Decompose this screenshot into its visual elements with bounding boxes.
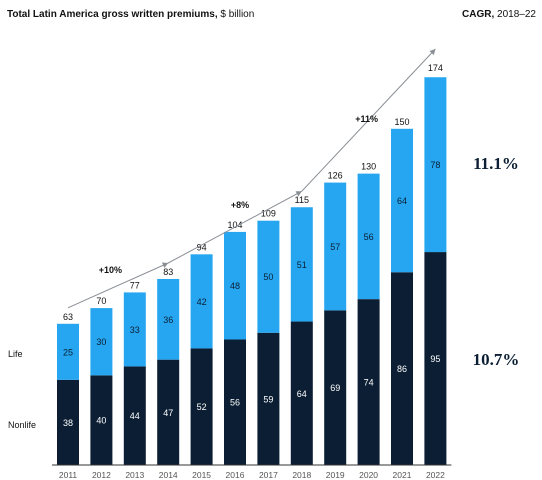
data-label-life-2018: 51 <box>297 260 307 270</box>
bar-life-2015 <box>190 254 213 349</box>
bar-nonlife-2020 <box>357 299 380 465</box>
bar-nonlife-2022 <box>424 252 447 465</box>
total-label-2016: 104 <box>227 220 242 230</box>
data-label-life-2013: 33 <box>130 325 140 335</box>
x-tick-label-2017: 2017 <box>259 470 278 480</box>
bar-life-2014 <box>157 278 180 360</box>
x-tick-label-2016: 2016 <box>226 470 245 480</box>
data-label-life-2011: 25 <box>63 347 73 357</box>
data-label-life-2020: 56 <box>364 232 374 242</box>
total-label-2012: 70 <box>96 296 106 306</box>
data-label-nonlife-2022: 95 <box>430 354 440 364</box>
data-label-nonlife-2015: 52 <box>197 402 207 412</box>
cagr-header-bold: CAGR, <box>462 9 495 20</box>
chart-title-bold: Total Latin America gross written premiu… <box>7 9 218 20</box>
bar-nonlife-2019 <box>324 310 347 465</box>
x-tick-label-2022: 2022 <box>426 470 445 480</box>
bar-nonlife-2017 <box>257 332 280 465</box>
cagr-value-nonlife: 10.7% <box>473 350 520 369</box>
bar-nonlife-2021 <box>391 272 413 465</box>
growth-trend-line <box>67 48 436 309</box>
data-label-nonlife-2016: 56 <box>230 398 240 408</box>
data-label-nonlife-2021: 86 <box>397 364 407 374</box>
growth-arrowhead-1 <box>161 262 169 268</box>
x-tick-label-2021: 2021 <box>393 470 412 480</box>
growth-label-1: +10% <box>99 265 122 275</box>
bar-life-2017 <box>257 220 280 333</box>
data-label-life-2019: 57 <box>330 242 340 252</box>
data-label-life-2021: 64 <box>397 196 407 206</box>
total-label-2011: 63 <box>63 312 73 322</box>
x-tick-label-2018: 2018 <box>292 470 311 480</box>
growth-arrowhead-2 <box>295 191 302 197</box>
x-tick-label-2011: 2011 <box>59 470 78 480</box>
cagr-header: CAGR, 2018–22 <box>462 9 536 20</box>
data-label-life-2017: 50 <box>263 272 273 282</box>
bar-nonlife-2014 <box>157 359 180 465</box>
data-label-life-2012: 30 <box>96 337 106 347</box>
bar-life-2022 <box>424 77 447 253</box>
total-label-2022: 174 <box>428 63 443 73</box>
bar-life-2021 <box>391 128 413 273</box>
data-label-nonlife-2014: 47 <box>163 408 173 418</box>
bar-nonlife-2018 <box>290 321 313 465</box>
series-label-nonlife: Nonlife <box>8 420 36 430</box>
data-label-nonlife-2011: 38 <box>63 418 73 428</box>
growth-label-2: +8% <box>231 200 249 210</box>
total-label-2019: 126 <box>328 171 343 181</box>
total-label-2014: 83 <box>163 267 173 277</box>
chart-title-unit: $ billion <box>217 9 255 20</box>
x-tick-label-2015: 2015 <box>192 470 211 480</box>
series-label-life: Life <box>8 349 23 359</box>
x-tick-label-2019: 2019 <box>326 470 345 480</box>
data-label-life-2014: 36 <box>163 315 173 325</box>
data-label-life-2015: 42 <box>197 297 207 307</box>
bar-life-2011 <box>57 323 79 380</box>
data-label-life-2016: 48 <box>230 281 240 291</box>
data-label-life-2022: 78 <box>430 160 440 170</box>
bar-life-2012 <box>90 308 113 376</box>
cagr-header-period: 2018–22 <box>494 9 536 20</box>
total-label-2017: 109 <box>261 209 276 219</box>
x-tick-label-2013: 2013 <box>125 470 144 480</box>
bar-nonlife-2012 <box>90 375 113 465</box>
total-label-2020: 130 <box>361 162 376 172</box>
x-tick-label-2014: 2014 <box>159 470 178 480</box>
total-label-2013: 77 <box>130 280 140 290</box>
data-label-nonlife-2019: 69 <box>330 383 340 393</box>
data-label-nonlife-2018: 64 <box>297 389 307 399</box>
data-label-nonlife-2013: 44 <box>130 411 140 421</box>
bar-nonlife-2015 <box>190 348 213 465</box>
cagr-value-life: 11.1% <box>473 154 519 173</box>
bar-life-2020 <box>357 173 380 300</box>
x-tick-label-2012: 2012 <box>92 470 111 480</box>
total-label-2021: 150 <box>394 117 409 127</box>
chart-title: Total Latin America gross written premiu… <box>7 9 254 20</box>
growth-label-3: +11% <box>355 114 378 124</box>
bar-life-2019 <box>324 182 347 311</box>
bar-life-2018 <box>290 207 313 322</box>
bar-nonlife-2011 <box>57 379 79 465</box>
bar-life-2013 <box>123 292 146 367</box>
x-tick-label-2020: 2020 <box>359 470 378 480</box>
bar-nonlife-2013 <box>123 366 146 465</box>
total-label-2015: 94 <box>197 242 207 252</box>
bar-life-2016 <box>224 231 246 340</box>
data-label-nonlife-2017: 59 <box>263 394 273 404</box>
total-label-2018: 115 <box>295 195 309 205</box>
bar-nonlife-2016 <box>224 339 246 465</box>
data-label-nonlife-2012: 40 <box>96 416 106 426</box>
data-label-nonlife-2020: 74 <box>364 378 374 388</box>
growth-arrowhead-3 <box>429 49 436 56</box>
